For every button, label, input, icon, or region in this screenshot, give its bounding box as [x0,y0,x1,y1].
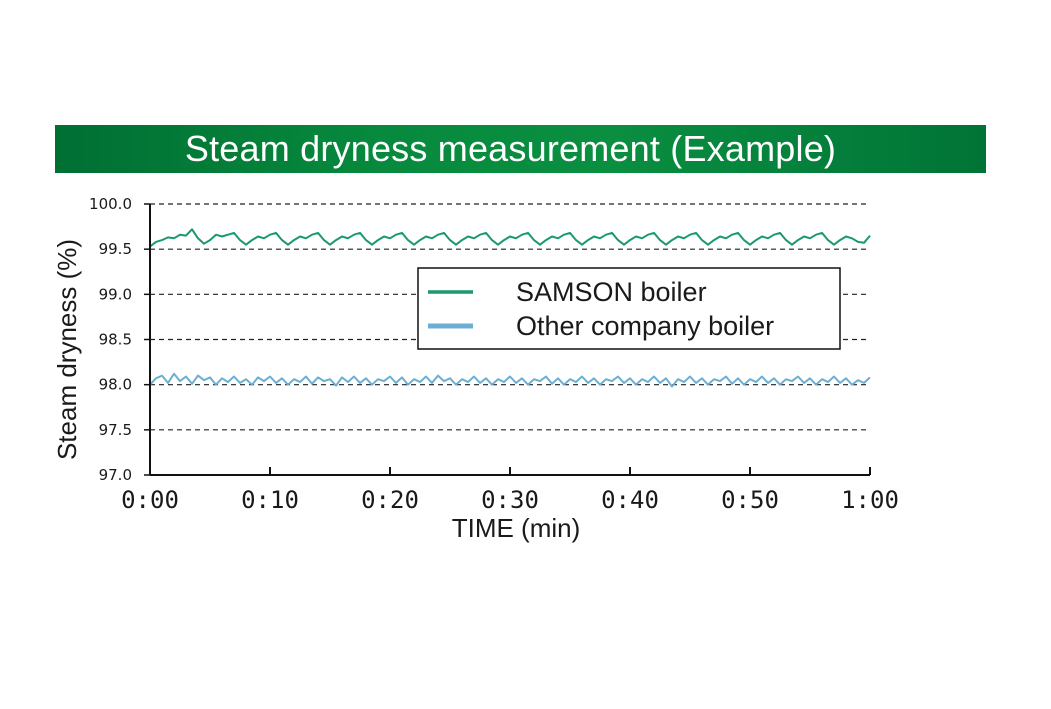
y-tick-label: 100.0 [89,195,132,213]
x-tick-label: 0:00 [121,486,179,514]
y-tick-label: 99.5 [99,240,132,258]
chart-title-banner: Steam dryness measurement (Example) [55,125,986,173]
x-tick-label: 0:20 [361,486,419,514]
y-tick-label: 99.0 [99,285,132,303]
y-tick-label: 97.0 [99,466,132,484]
legend: SAMSON boiler Other company boiler [417,267,841,350]
tick-labels: 97.0 97.5 98.0 98.5 99.0 99.5 100.0 0:00 0:10 0:2… [89,195,899,514]
x-tick-label: 0:30 [481,486,539,514]
series-lines [149,228,871,388]
y-axis-label: Steam dryness (%) [52,239,82,460]
x-tick-label: 0:10 [241,486,299,514]
legend-label: Other company boiler [516,311,774,341]
legend-label: SAMSON boiler [516,277,707,307]
x-tick-label: 1:00 [841,486,899,514]
series-line-other [149,372,871,388]
y-tick-label: 98.0 [99,376,132,394]
axes [144,203,871,476]
y-tick-label: 98.5 [99,331,132,349]
x-tick-label: 0:40 [601,486,659,514]
x-axis-label: TIME (min) [452,513,581,543]
series-line-samson [149,228,871,248]
legend-box [417,267,841,350]
x-tick-label: 0:50 [721,486,779,514]
chart-title: Steam dryness measurement (Example) [184,128,837,169]
y-tick-label: 97.5 [99,421,132,439]
